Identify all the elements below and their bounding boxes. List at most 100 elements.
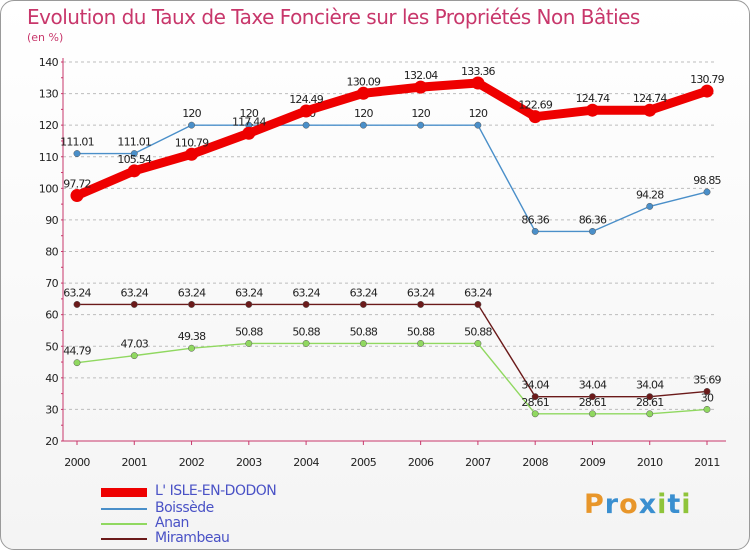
data-point [531,393,539,401]
data-point [589,410,596,418]
legend-label: Anan [155,515,189,531]
data-point [130,300,138,308]
data-point [130,352,138,360]
data-label: 28.61 [521,396,549,409]
x-tick-label: 2004 [293,456,319,469]
data-label: 50.88 [292,325,320,338]
data-label: 120 [240,107,259,120]
data-label: 63.24 [407,286,435,299]
data-label: 97.72 [63,178,91,191]
legend-item-mirambeau: Mirambeau [101,530,361,548]
data-label: 63.24 [292,286,320,299]
data-label: 111.01 [60,136,94,149]
logo-letter: t [667,489,682,520]
series-line [76,303,708,398]
data-point [589,393,596,401]
data-point [242,126,256,140]
data-label: 124.49 [289,93,323,106]
legend-item-boissede: Boissède [101,500,361,518]
data-label: 63.24 [121,286,149,299]
data-point [245,340,253,347]
data-label: 111.01 [117,136,151,149]
data-point [474,300,482,308]
x-tick-label: 2005 [351,456,377,469]
data-point [356,86,370,100]
legend-swatch [101,488,147,497]
series-line [76,342,708,415]
data-label: 50.88 [350,325,378,338]
data-point [73,359,81,367]
data-point [703,387,711,395]
data-label: 30 [701,391,714,404]
data-point [589,227,596,235]
data-label: 94.28 [636,188,664,201]
legend-item-anan: Anan [101,515,361,533]
data-point [474,121,482,129]
legend-label: Mirambeau [155,530,230,546]
y-tick-label: 40 [45,372,58,385]
data-label: 120 [182,107,201,120]
data-label: 47.03 [121,338,149,351]
data-point [528,110,542,124]
logo-letter: r [604,489,620,520]
y-tick-label: 120 [39,119,59,132]
data-label: 86.36 [521,213,549,226]
data-label: 35.69 [693,373,721,386]
x-tick-label: 2007 [465,456,491,469]
data-label: 44.79 [63,345,91,358]
data-point [703,188,711,196]
data-label: 49.38 [178,330,206,343]
data-label: 124.74 [633,92,667,105]
legend-label: Boissède [155,500,214,516]
data-label: 50.88 [235,325,263,338]
data-label: 63.24 [178,286,206,299]
data-label: 105.54 [117,153,151,166]
data-point [471,76,485,90]
data-point [127,164,141,178]
logo-letter: i [681,489,692,520]
y-tick-label: 70 [45,277,58,290]
data-point [531,227,539,235]
data-point [302,121,310,129]
data-point [130,150,138,158]
data-point [700,84,714,98]
data-label: 34.04 [579,379,607,392]
data-label: 120 [354,107,373,120]
series-line [72,78,712,201]
data-point [359,340,367,347]
logo-letter: o [619,489,639,520]
data-label: 63.24 [350,286,378,299]
data-point [646,393,654,401]
data-point [188,344,195,352]
data-point [643,103,657,117]
data-point [359,300,367,308]
data-point [188,300,195,308]
logo-letter: i [657,489,668,520]
x-tick-label: 2010 [637,456,663,469]
y-tick-label: 50 [45,340,58,353]
data-point [73,300,81,308]
data-point [245,300,253,308]
data-point [414,80,428,94]
x-tick-label: 2002 [179,456,205,469]
legend-item-isle-en-dodon: L' ISLE-EN-DODON [101,483,361,501]
legend-swatch [101,538,147,540]
data-label: 28.61 [579,396,607,409]
data-label: 86.36 [579,213,607,226]
data-label: 110.79 [175,136,209,149]
x-tick-label: 2011 [694,456,720,469]
x-tick-label: 2008 [522,456,548,469]
unit-label: (en %) [27,31,64,44]
data-label: 133.36 [461,65,495,78]
data-point [703,405,711,413]
data-point [302,340,310,347]
chart-title: Evolution du Taux de Taxe Foncière sur l… [27,5,640,29]
data-label: 132.04 [404,69,438,82]
y-tick-label: 130 [39,88,59,101]
data-label: 117.44 [232,115,266,128]
data-label: 98.85 [693,174,721,187]
data-point [417,300,425,308]
data-label: 50.88 [407,325,435,338]
